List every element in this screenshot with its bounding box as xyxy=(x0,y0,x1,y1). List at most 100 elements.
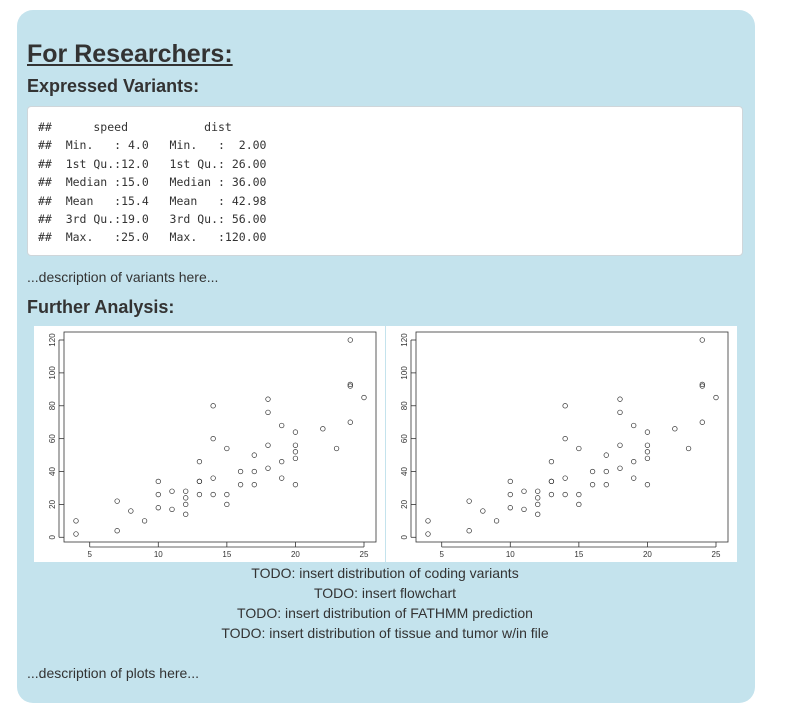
scatter-point xyxy=(224,501,230,508)
scatter-point xyxy=(347,337,353,343)
scatter-point xyxy=(169,488,175,494)
scatter-point xyxy=(210,403,216,409)
summary-output: ## speed dist ## Min. : 4.0 Min. : 2.00 … xyxy=(38,118,280,247)
scatter-point xyxy=(507,505,513,511)
summary-line: ## Median :15.0 Median : 36.00 xyxy=(38,175,281,190)
scatter-point xyxy=(699,381,705,388)
scatter-point xyxy=(535,495,541,501)
y-tick-label: 60 xyxy=(48,434,57,443)
scatter-point xyxy=(155,491,161,498)
scatter-point xyxy=(210,491,216,498)
y-tick-label: 80 xyxy=(400,401,409,410)
scatter-point xyxy=(279,422,285,429)
scatter-point xyxy=(644,455,651,462)
scatter-point xyxy=(535,511,541,517)
scatter-point xyxy=(292,455,299,462)
scatter-point xyxy=(685,445,692,452)
scatter-point xyxy=(617,396,623,402)
scatter-point xyxy=(169,506,175,512)
scatter-point xyxy=(425,518,431,524)
scatter-point xyxy=(576,491,582,498)
scatter-point xyxy=(265,396,271,402)
summary-line: ## speed dist xyxy=(38,120,281,134)
scatter-point xyxy=(292,449,299,455)
todo-fathmm: TODO: insert distribution of FATHMM pred… xyxy=(237,605,533,621)
scatter-plot-1-svg: 5 10 15 20 25 0 20 40 60 80 100 120 xyxy=(48,331,377,559)
scatter-point xyxy=(155,505,161,511)
scatter-point xyxy=(644,482,651,488)
summary-line: ## Mean :15.4 Mean : 42.98 xyxy=(38,193,281,208)
section-heading-variants: Expressed Variants: xyxy=(27,76,200,96)
scatter-point xyxy=(603,482,609,488)
x-tick-label: 10 xyxy=(506,550,515,559)
scatter-point xyxy=(493,518,500,524)
scatter-point xyxy=(576,445,582,452)
x-tick-label: 5 xyxy=(439,550,444,559)
scatter-point xyxy=(155,478,161,485)
y-tick-label: 20 xyxy=(400,499,409,508)
scatter-point xyxy=(265,442,271,448)
x-tick-label: 20 xyxy=(643,550,652,559)
scatter-point xyxy=(480,508,486,514)
variants-description: ...description of variants here... xyxy=(27,269,219,285)
scatter-point xyxy=(251,482,257,488)
scatter-point xyxy=(631,422,637,429)
y-tick-label: 0 xyxy=(400,535,409,540)
scatter-point xyxy=(279,475,285,481)
scatter-point xyxy=(617,442,623,448)
todo-flowchart: TODO: insert flowchart xyxy=(313,585,457,601)
scatter-point xyxy=(562,403,568,409)
scatter-point xyxy=(699,383,705,389)
scatter-point xyxy=(644,449,651,455)
scatter-point xyxy=(114,498,120,504)
scatter-point xyxy=(251,468,257,475)
scatter-point xyxy=(466,528,472,534)
scatter-point xyxy=(466,498,472,504)
summary-line: ## Min. : 4.0 Min. : 2.00 xyxy=(38,138,281,153)
scatter-point xyxy=(562,491,568,498)
scatter-plot-2: 5 10 15 20 25 0 20 40 60 80 100 120 xyxy=(386,326,737,562)
x-tick-label: 5 xyxy=(87,550,92,559)
scatter-point xyxy=(361,394,367,401)
scatter-point xyxy=(73,518,79,524)
x-tick-label: 25 xyxy=(360,550,369,559)
page-title: For Researchers: xyxy=(27,40,233,68)
x-tick-label: 10 xyxy=(154,550,163,559)
scatter-point xyxy=(292,482,299,488)
plot-frame xyxy=(63,331,377,543)
scatter-point xyxy=(292,442,299,448)
scatter-point xyxy=(347,419,353,425)
scatter-point xyxy=(279,459,285,465)
scatter-point xyxy=(251,452,257,458)
summary-code-block: ## speed dist ## Min. : 4.0 Min. : 2.00 … xyxy=(27,106,743,256)
scatter-point xyxy=(631,475,637,481)
scatter-point xyxy=(265,409,271,415)
scatter-point xyxy=(535,501,541,508)
scatter-point xyxy=(589,468,596,475)
summary-line: ## 3rd Qu.:19.0 3rd Qu.: 56.00 xyxy=(38,212,281,227)
scatter-point xyxy=(73,531,79,537)
y-tick-label: 100 xyxy=(400,366,409,380)
todo-coding-variants: TODO: insert distribution of coding vari… xyxy=(251,565,519,581)
scatter-point xyxy=(210,475,216,481)
scatter-point xyxy=(535,488,541,494)
scatter-point xyxy=(320,426,326,432)
scatter-point xyxy=(141,518,148,524)
y-tick-label: 0 xyxy=(48,535,57,540)
scatter-point xyxy=(562,435,568,442)
scatter-point xyxy=(699,337,705,343)
x-tick-label: 15 xyxy=(574,550,583,559)
scatter-point xyxy=(631,459,637,465)
scatter-point xyxy=(548,478,555,485)
scatter-point xyxy=(548,459,555,465)
scatter-point xyxy=(224,445,230,452)
plot-frame xyxy=(415,331,729,543)
section-heading-analysis: Further Analysis: xyxy=(27,297,175,317)
scatter-point xyxy=(562,475,568,481)
scatter-plot-2-svg: 5 10 15 20 25 0 20 40 60 80 100 120 xyxy=(400,331,729,559)
scatter-point xyxy=(672,426,678,432)
scatter-point xyxy=(425,531,431,537)
scatter-point xyxy=(114,528,120,534)
scatter-point xyxy=(196,459,203,465)
y-tick-label: 120 xyxy=(48,333,57,347)
